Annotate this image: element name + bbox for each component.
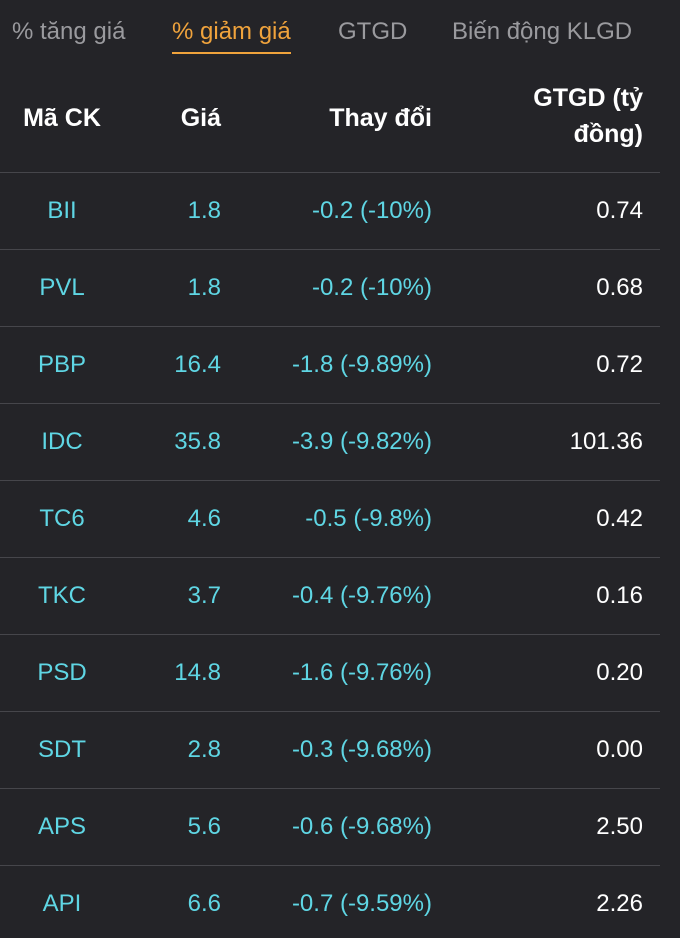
price: 3.7 [187, 581, 221, 609]
ticker: TC6 [39, 504, 85, 532]
price: 1.8 [187, 196, 221, 224]
trade-value: 0.72 [596, 350, 643, 378]
price: 1.8 [187, 273, 221, 301]
column-header: Thay đổi [329, 104, 432, 132]
row-separator [0, 403, 660, 404]
price: 5.6 [187, 812, 221, 840]
column-header: Mã CK [23, 104, 101, 132]
change: -0.7 (-9.59%) [291, 889, 432, 917]
row-separator [0, 557, 660, 558]
price: 4.6 [187, 504, 221, 532]
ticker: BII [47, 196, 77, 224]
row-separator [0, 634, 660, 635]
ticker: PVL [39, 273, 85, 301]
trade-value: 2.50 [596, 812, 643, 840]
tab[interactable]: % giảm giá [172, 18, 291, 54]
row-separator [0, 788, 660, 789]
price: 16.4 [174, 350, 221, 378]
change: -0.4 (-9.76%) [291, 581, 432, 609]
tab[interactable]: % tăng giá [12, 18, 126, 45]
change: -0.5 (-9.8%) [305, 504, 432, 532]
ticker: PSD [37, 658, 87, 686]
trade-value: 0.68 [596, 273, 643, 301]
tab[interactable]: GTGD [338, 18, 408, 45]
trade-value: 2.26 [596, 889, 643, 917]
change: -0.2 (-10%) [311, 273, 432, 301]
change: -1.6 (-9.76%) [291, 658, 432, 686]
price: 14.8 [174, 658, 221, 686]
tab[interactable]: Biến động KLGD [452, 18, 633, 45]
change: -0.6 (-9.68%) [291, 812, 432, 840]
row-separator [0, 865, 660, 866]
ticker: PBP [37, 350, 87, 378]
trade-value: 0.00 [596, 735, 643, 763]
change: -0.2 (-10%) [311, 196, 432, 224]
change: -3.9 (-9.82%) [291, 427, 432, 455]
trade-value: 0.16 [596, 581, 643, 609]
trade-value: 101.36 [569, 427, 643, 455]
ticker: APS [37, 812, 87, 840]
change: -0.3 (-9.68%) [291, 735, 432, 763]
price: 35.8 [174, 427, 221, 455]
column-header: GTGD (tỷ đồng) [533, 84, 643, 148]
column-header: Giá [180, 104, 221, 132]
change: -1.8 (-9.89%) [291, 350, 432, 378]
trade-value: 0.74 [596, 196, 643, 224]
ticker: SDT [38, 735, 86, 763]
ticker: API [42, 889, 82, 917]
row-separator [0, 249, 660, 250]
row-separator [0, 711, 660, 712]
trade-value: 0.42 [596, 504, 643, 532]
row-separator [0, 326, 660, 327]
row-separator [0, 480, 660, 481]
price: 2.8 [187, 735, 221, 763]
ticker: TKC [38, 581, 86, 609]
ticker: IDC [41, 427, 83, 455]
price: 6.6 [187, 889, 221, 917]
row-separator [0, 172, 660, 173]
trade-value: 0.20 [596, 658, 643, 686]
